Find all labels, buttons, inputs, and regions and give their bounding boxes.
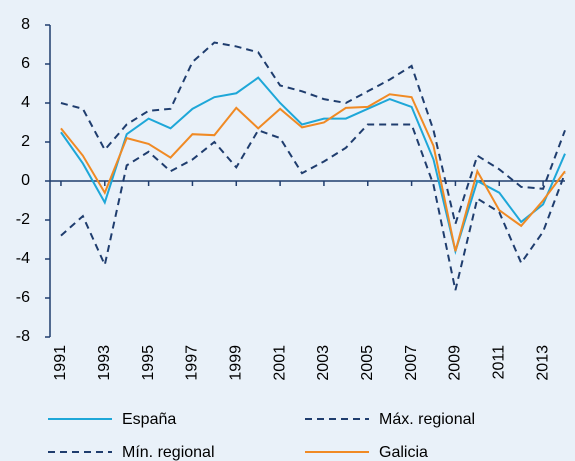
series-line (60, 93, 566, 252)
x-tick-label: 2009 (447, 345, 464, 381)
y-tick-label: -8 (16, 328, 30, 345)
x-tick-label: 1997 (184, 345, 201, 381)
x-tick-label: 1993 (96, 345, 113, 381)
x-tick-label: 2005 (359, 345, 376, 381)
x-tick-label: 2011 (490, 345, 507, 380)
y-tick-label: 2 (21, 133, 30, 150)
y-tick-label: 8 (21, 16, 30, 33)
y-tick-label: -4 (16, 250, 30, 267)
x-tick-label: 2003 (315, 345, 332, 381)
x-tick-label: 2001 (271, 345, 288, 381)
series-line (60, 76, 566, 255)
legend-label: Galicia (379, 444, 428, 461)
x-tick-label: 1995 (140, 345, 157, 381)
legend-label: Máx. regional (379, 411, 475, 428)
x-tick-label: 1991 (52, 345, 69, 381)
x-tick-label: 2007 (403, 345, 420, 381)
y-tick-label: 4 (21, 94, 30, 111)
series-line (60, 123, 566, 291)
legend-label: Mín. regional (122, 444, 215, 461)
x-tick-label: 1999 (227, 345, 244, 381)
y-tick-label: -2 (16, 211, 30, 228)
y-tick-label: 0 (21, 172, 30, 189)
series-line (60, 41, 566, 228)
y-tick-label: 6 (21, 55, 30, 72)
y-tick-label: -6 (16, 289, 30, 306)
legend-label: España (122, 411, 176, 428)
x-tick-label: 2013 (534, 345, 551, 381)
